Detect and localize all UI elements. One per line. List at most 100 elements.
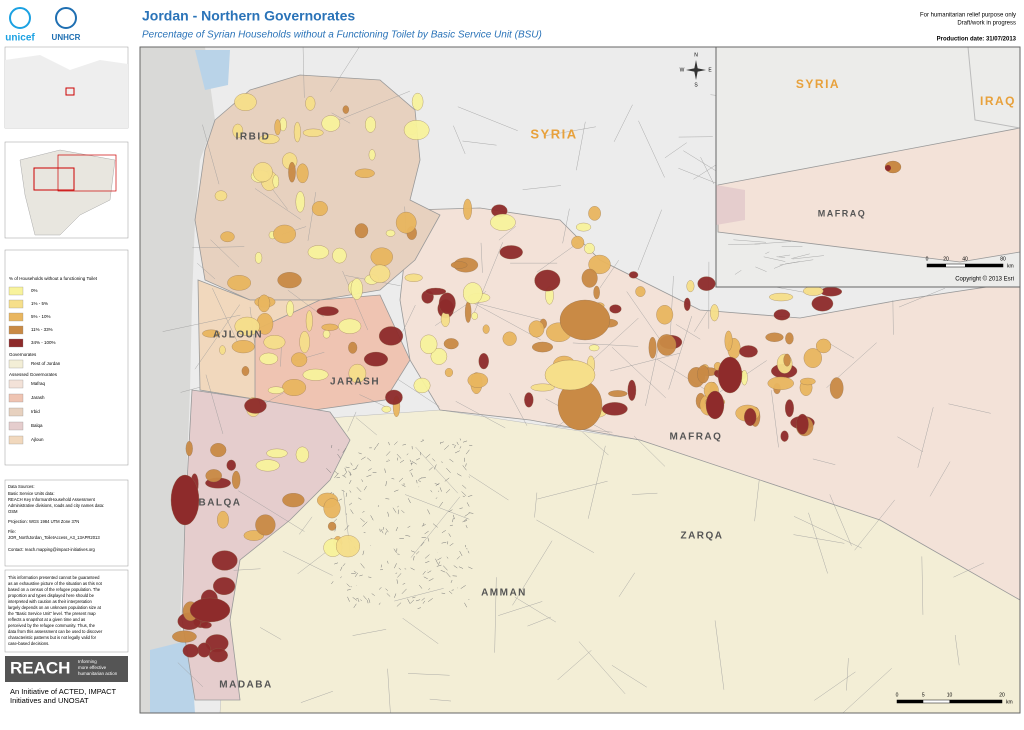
- legend-label: 34% - 100%: [31, 340, 56, 345]
- scale-bar-segment: [897, 700, 923, 703]
- bsu-polygon: [463, 199, 471, 220]
- legend-swatch: [9, 408, 23, 416]
- bsu-polygon: [800, 378, 815, 385]
- disclaimer-line: reflects a snapshot at a given time and …: [8, 617, 85, 622]
- bsu-polygon: [531, 384, 555, 391]
- legend-label: Balqa: [31, 423, 43, 428]
- bsu-polygon: [273, 175, 279, 188]
- bsu-polygon: [560, 300, 610, 340]
- bsu-polygon: [725, 331, 733, 351]
- bsu-polygon: [766, 333, 784, 342]
- bsu-polygon: [343, 106, 349, 114]
- bsu-polygon: [294, 122, 301, 142]
- scale-unit: km: [1007, 263, 1014, 269]
- source-line: JOR_NorthJordan_ToiletAccess_A3_13APR201…: [8, 535, 100, 540]
- bsu-polygon: [183, 644, 199, 657]
- bsu-polygon: [291, 353, 307, 367]
- bsu-polygon: [324, 498, 341, 518]
- place-label: AJLOUN: [213, 330, 263, 341]
- bsu-polygon: [364, 352, 388, 366]
- disclaimer-line: perceived by the refugee community. Thus…: [8, 623, 96, 628]
- bsu-polygon: [444, 338, 459, 349]
- bsu-polygon: [288, 162, 295, 182]
- notice: Draft/work in progress: [957, 21, 1016, 27]
- bsu-polygon: [785, 399, 794, 417]
- bsu-polygon: [198, 643, 211, 657]
- bsu-polygon: [370, 265, 390, 283]
- legend-label: 0%: [31, 288, 38, 293]
- reach-tagline: humanitarian action: [78, 671, 118, 676]
- bsu-polygon: [594, 286, 600, 299]
- bsu-polygon: [610, 305, 622, 314]
- compass-label: W: [680, 67, 685, 73]
- place-label: MADABA: [219, 680, 272, 691]
- bsu-polygon: [468, 373, 488, 388]
- unicef-emblem: [10, 8, 30, 28]
- source-line: OSM: [8, 509, 18, 514]
- place-label: AMMAN: [481, 588, 527, 599]
- bsu-polygon: [253, 162, 272, 181]
- bsu-polygon: [812, 296, 833, 311]
- bsu-polygon: [706, 391, 724, 419]
- source-line: Data Sources:: [8, 484, 35, 489]
- bsu-polygon: [769, 293, 793, 301]
- bsu-polygon: [698, 277, 716, 291]
- bsu-polygon: [382, 406, 391, 412]
- bsu-polygon: [190, 598, 230, 622]
- bsu-polygon: [303, 129, 323, 137]
- reach-tagline: more effective: [78, 665, 107, 670]
- title: Jordan - Northern Governorates: [142, 8, 355, 24]
- bsu-polygon: [785, 333, 793, 345]
- bsu-polygon: [217, 511, 229, 528]
- bsu-polygon: [296, 447, 309, 463]
- bsu-polygon: [803, 286, 823, 295]
- bsu-polygon: [256, 460, 280, 472]
- bsu-polygon: [628, 380, 636, 401]
- bsu-polygon: [816, 339, 831, 353]
- bsu-polygon: [369, 149, 375, 160]
- bsu-polygon: [830, 378, 843, 399]
- bsu-polygon: [267, 449, 288, 458]
- notice: For humanitarian relief purpose only: [920, 13, 1016, 19]
- inset-place-label: MAFRAQ: [818, 208, 867, 218]
- bsu-polygon: [379, 327, 403, 346]
- scale-bar-segment: [927, 264, 946, 267]
- bsu-polygon: [445, 368, 453, 377]
- bsu-polygon: [687, 280, 695, 292]
- bsu-polygon: [412, 93, 423, 110]
- bsu-polygon: [657, 334, 676, 355]
- bsu-polygon: [221, 232, 235, 242]
- inset-place-label: IRAQ: [980, 94, 1016, 108]
- legend-swatch: [9, 360, 23, 368]
- bsu-polygon: [532, 342, 553, 352]
- legend-subtitle: Governorates: [9, 352, 37, 357]
- bsu-polygon: [439, 293, 456, 314]
- bsu-polygon: [242, 366, 249, 375]
- scale-label: 5: [922, 692, 925, 698]
- bsu-polygon: [200, 622, 211, 629]
- legend-swatch: [9, 422, 23, 430]
- reach-logo: REACH: [10, 658, 70, 677]
- bsu-polygon: [404, 120, 429, 140]
- bsu-polygon: [215, 191, 227, 201]
- bsu-polygon: [545, 360, 595, 390]
- bsu-polygon: [741, 370, 747, 385]
- bsu-polygon: [396, 212, 416, 233]
- legend-swatch: [9, 287, 23, 295]
- legend-label: Ajloun: [31, 437, 44, 442]
- scale-bar-segment: [965, 264, 1003, 267]
- bsu-polygon: [589, 345, 599, 351]
- bsu-polygon: [784, 354, 791, 366]
- bsu-polygon: [503, 332, 517, 346]
- bsu-polygon: [656, 305, 672, 324]
- bsu-polygon: [588, 206, 600, 220]
- bsu-polygon: [739, 345, 757, 357]
- bsu-polygon: [500, 245, 523, 259]
- bsu-polygon: [420, 335, 437, 354]
- scale-label: 20: [999, 692, 1005, 698]
- bsu-polygon: [232, 471, 240, 489]
- disclaimer-line: proportion and types displayed here shou…: [8, 593, 95, 598]
- bsu-polygon: [365, 117, 376, 133]
